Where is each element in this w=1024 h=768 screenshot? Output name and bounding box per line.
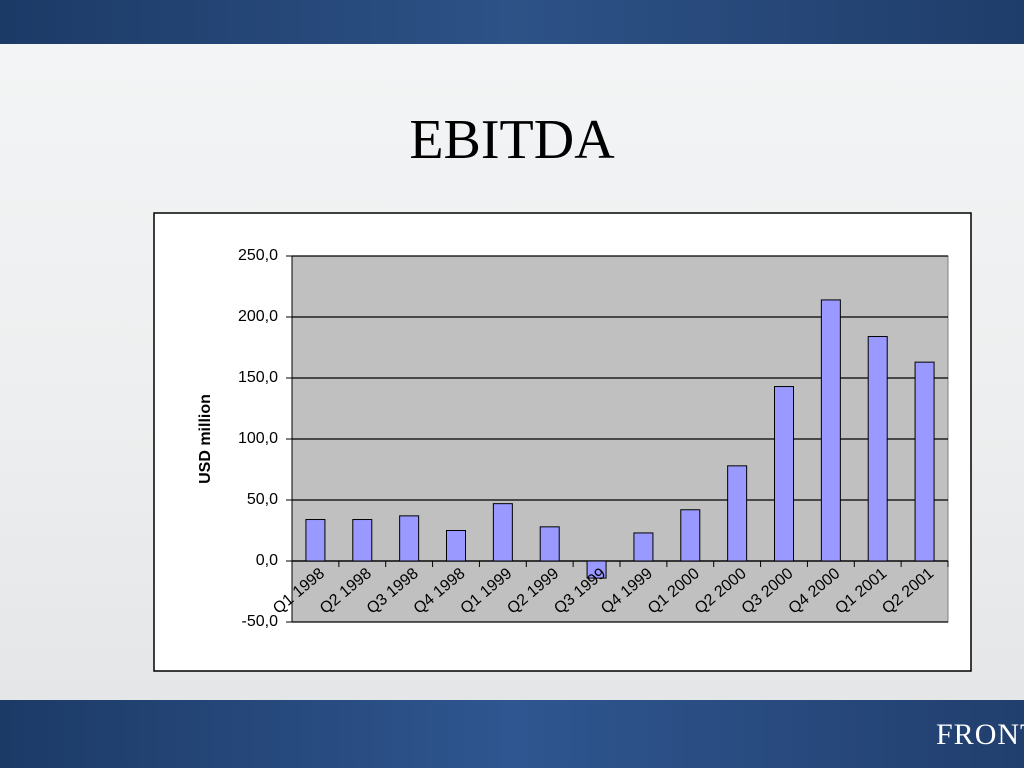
bar: [399, 515, 420, 562]
bar: [492, 503, 513, 562]
footer-band: [0, 700, 1024, 768]
bar: [867, 336, 888, 562]
y-tick-label: 200,0: [238, 308, 278, 325]
bar: [446, 530, 466, 562]
y-tick-label: 100,0: [238, 430, 278, 447]
logo: FRONT: [936, 718, 1024, 751]
bar: [680, 509, 701, 562]
y-tick-label: -50,0: [242, 613, 279, 630]
y-tick-label: 0,0: [256, 552, 278, 569]
bar: [352, 519, 373, 562]
y-axis-label: USD million: [197, 394, 214, 484]
bar: [539, 526, 560, 562]
y-tick-label: 150,0: [238, 369, 278, 386]
y-tick-label: 50,0: [247, 491, 278, 508]
bar: [633, 532, 654, 562]
bar: [305, 519, 326, 562]
bar: [586, 560, 607, 579]
header-band: [0, 0, 1024, 44]
y-tick-label: 250,0: [238, 247, 278, 264]
bar: [774, 386, 794, 562]
bar: [727, 465, 748, 562]
slide-title: EBITDA: [409, 109, 615, 171]
bar: [820, 299, 841, 562]
bar: [914, 361, 935, 562]
